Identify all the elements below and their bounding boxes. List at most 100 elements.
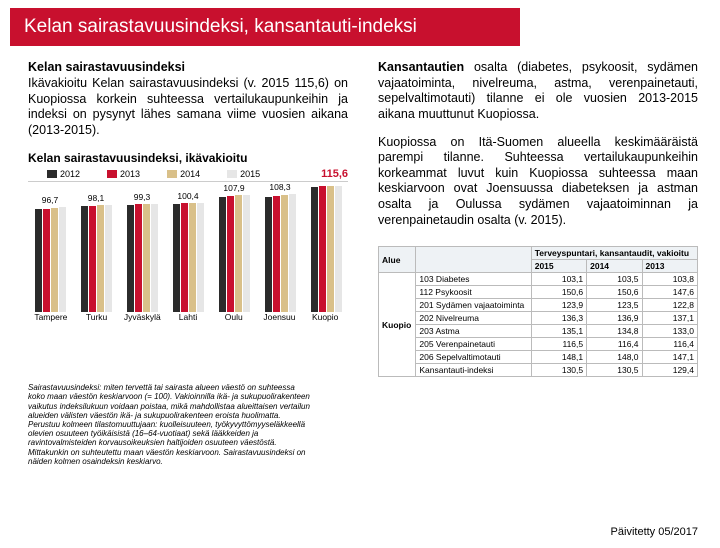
bar-group: 107,9 — [214, 195, 254, 312]
table-row: 201 Sydämen vajaatoiminta123,9123,5122,8 — [379, 299, 698, 312]
bar — [335, 186, 342, 311]
x-label: Turku — [74, 312, 120, 322]
td-value: 148,1 — [531, 351, 586, 364]
th-area: Alue — [379, 247, 416, 273]
td-value: 116,4 — [642, 338, 697, 351]
left-column: Kelan sairastavuusindeksi Ikävakioitu Ke… — [28, 60, 348, 377]
td-value: 147,6 — [642, 286, 697, 299]
bar — [189, 203, 196, 311]
td-value: 129,4 — [642, 364, 697, 377]
td-value: 147,1 — [642, 351, 697, 364]
td-value: 136,9 — [587, 312, 642, 325]
td-value: 103,5 — [587, 273, 642, 286]
x-label: Oulu — [211, 312, 257, 322]
page-title: Kelan sairastavuusindeksi, kansantauti-i… — [10, 8, 520, 46]
right-paragraph-2: Kuopiossa on Itä-Suomen alueella keskimä… — [378, 135, 698, 229]
td-value: 116,5 — [531, 338, 586, 351]
td-value: 123,5 — [587, 299, 642, 312]
table-row: 205 Verenpainetauti116,5116,4116,4 — [379, 338, 698, 351]
td-name: 203 Astma — [416, 325, 531, 338]
bar — [89, 206, 96, 311]
bar — [319, 186, 326, 312]
x-label: Tampere — [28, 312, 74, 322]
td-value: 103,1 — [531, 273, 586, 286]
table-row: 203 Astma135,1134,8133,0 — [379, 325, 698, 338]
td-name: 205 Verenpainetauti — [416, 338, 531, 351]
main-content: Kelan sairastavuusindeksi Ikävakioitu Ke… — [0, 46, 720, 377]
bar-group: 99,3 — [122, 204, 162, 312]
td-value: 130,5 — [587, 364, 642, 377]
chart: Kelan sairastavuusindeksi, ikävakioitu 2… — [28, 151, 348, 331]
bar — [173, 204, 180, 311]
td-value: 133,0 — [642, 325, 697, 338]
bar — [97, 205, 104, 311]
td-value: 122,8 — [642, 299, 697, 312]
footnote: Sairastavuusindeksi: miten tervettä tai … — [0, 377, 340, 466]
kansantaudit-table: Alue Terveyspuntari, kansantaudit, vakio… — [378, 246, 698, 377]
bar — [51, 208, 58, 312]
bar — [135, 204, 142, 311]
legend-item: 2013 — [94, 169, 140, 179]
bar — [327, 186, 334, 312]
right-column: Kansantautien osalta (diabetes, psykoosi… — [378, 60, 698, 377]
td-name: 206 Sepelvaltimotauti — [416, 351, 531, 364]
left-paragraph: Ikävakioitu Kelan sairastavuusindeksi (v… — [28, 76, 348, 139]
bar — [197, 203, 204, 312]
bar-value-label: 100,4 — [177, 191, 198, 201]
td-value: 150,6 — [531, 286, 586, 299]
th-year: 2014 — [587, 260, 642, 273]
bar — [151, 204, 158, 312]
chart-title: Kelan sairastavuusindeksi, ikävakioitu — [28, 151, 348, 165]
bar — [59, 207, 66, 312]
x-label: Jyväskylä — [119, 312, 165, 322]
td-value: 136,3 — [531, 312, 586, 325]
td-value: 134,8 — [587, 325, 642, 338]
td-value: 123,9 — [531, 299, 586, 312]
table-row: Kuopio103 Diabetes103,1103,5103,8 — [379, 273, 698, 286]
legend-item: 2012 — [34, 169, 80, 179]
td-value: 116,4 — [587, 338, 642, 351]
td-value: 150,6 — [587, 286, 642, 299]
th-year: 2015 — [531, 260, 586, 273]
td-value: 103,8 — [642, 273, 697, 286]
td-value: 135,1 — [531, 325, 586, 338]
bar-group — [306, 186, 346, 312]
bar — [311, 187, 318, 312]
th-group: Terveyspuntari, kansantaudit, vakioitu — [531, 247, 697, 260]
bar-group: 98,1 — [76, 205, 116, 311]
td-area: Kuopio — [379, 273, 416, 377]
bar — [143, 204, 150, 311]
th-year: 2013 — [642, 260, 697, 273]
bar — [81, 206, 88, 311]
bar — [227, 196, 234, 312]
bar — [219, 197, 226, 312]
bar — [281, 195, 288, 312]
bar — [35, 209, 42, 312]
x-label: Lahti — [165, 312, 211, 322]
x-label: Joensuu — [257, 312, 303, 322]
bar-value-label: 108,3 — [269, 182, 290, 192]
td-name: 112 Psykoosit — [416, 286, 531, 299]
td-name: 201 Sydämen vajaatoiminta — [416, 299, 531, 312]
table-row: Kansantauti-indeksi130,5130,5129,4 — [379, 364, 698, 377]
td-name: 202 Nivelreuma — [416, 312, 531, 325]
bar — [43, 209, 50, 312]
table-row: 206 Sepelvaltimotauti148,1148,0147,1 — [379, 351, 698, 364]
bar — [105, 205, 112, 311]
td-name: Kansantauti-indeksi — [416, 364, 531, 377]
right-paragraph-1: Kansantautien osalta (diabetes, psykoosi… — [378, 60, 698, 123]
table-row: 202 Nivelreuma136,3136,9137,1 — [379, 312, 698, 325]
bar-value-label: 107,9 — [223, 183, 244, 193]
bar — [181, 203, 188, 311]
bar — [127, 205, 134, 311]
legend-item: 2014 — [154, 169, 200, 179]
bar-group: 96,7 — [30, 207, 70, 312]
x-label: Kuopio — [302, 312, 348, 322]
table-row: 112 Psykoosit150,6150,6147,6 — [379, 286, 698, 299]
chart-x-labels: TampereTurkuJyväskyläLahtiOuluJoensuuKuo… — [28, 312, 348, 322]
updated-label: Päivitetty 05/2017 — [611, 526, 698, 538]
bar — [243, 195, 250, 312]
bar-group: 108,3 — [260, 194, 300, 311]
bar — [273, 196, 280, 312]
td-name: 103 Diabetes — [416, 273, 531, 286]
